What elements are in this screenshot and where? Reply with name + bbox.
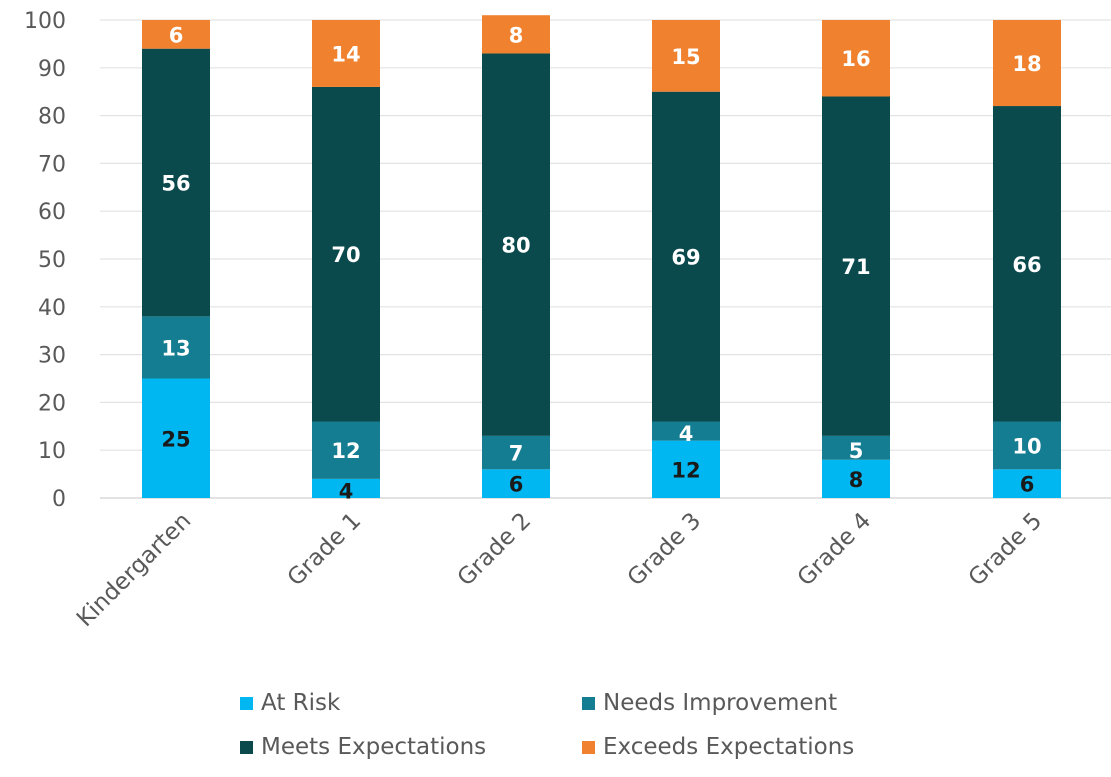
data-label: 25 [161, 427, 190, 451]
data-label: 8 [509, 23, 524, 47]
legend-item-meets-expectations: Meets Expectations [240, 734, 486, 760]
data-label: 80 [501, 234, 530, 258]
y-tick-label: 50 [38, 248, 66, 273]
data-label: 18 [1012, 52, 1041, 76]
data-label: 71 [841, 255, 870, 279]
bar-segment [822, 435, 890, 460]
legend-item-at-risk: At Risk [240, 690, 340, 716]
data-label: 66 [1012, 253, 1041, 277]
bar-segment [993, 421, 1061, 470]
y-tick-label: 90 [38, 57, 66, 82]
data-label: 56 [161, 172, 190, 196]
x-category-label: Grade 4 [793, 508, 876, 591]
x-axis-categories: Kindergarten Grade 1 Grade 2 Grade 3 Grade 4… [72, 508, 1047, 632]
gridlines [100, 19, 1111, 499]
x-category-label: Grade 3 [623, 508, 706, 591]
bar-segment [142, 378, 210, 498]
bar-segment [482, 469, 550, 498]
bar-segment [993, 469, 1061, 498]
y-tick-label: 40 [38, 296, 66, 321]
bar-segment [142, 20, 210, 49]
legend-swatch-at-risk [240, 696, 253, 710]
bar-segment [482, 15, 550, 54]
x-category-label: Grade 1 [283, 508, 366, 591]
bar-segment [312, 86, 380, 422]
bar-segment [482, 53, 550, 436]
y-tick-label: 30 [38, 344, 66, 369]
legend-label: Meets Expectations [261, 734, 487, 760]
data-label: 16 [841, 47, 870, 71]
bar-segment [142, 316, 210, 379]
data-label: 70 [331, 243, 360, 267]
bars [142, 15, 1061, 498]
bar-segment [652, 421, 720, 441]
data-label: 69 [671, 246, 700, 270]
data-label: 15 [671, 45, 700, 69]
x-category-label: Grade 5 [964, 508, 1047, 591]
bar-segment [993, 20, 1061, 107]
data-label: 8 [849, 468, 864, 492]
bar-segment [822, 96, 890, 436]
y-tick-label: 60 [38, 200, 66, 225]
data-label: 5 [849, 439, 864, 463]
legend-label: At Risk [261, 690, 341, 716]
bar-segment [993, 106, 1061, 422]
data-label: 10 [1012, 434, 1041, 458]
y-tick-label: 0 [52, 487, 66, 512]
data-label: 7 [509, 442, 524, 466]
data-label: 6 [1020, 473, 1035, 497]
x-category-label: Kindergarten [72, 508, 196, 632]
bar-segment [822, 20, 890, 97]
y-tick-label: 20 [38, 391, 66, 416]
legend-item-needs-improvement: Needs Improvement [582, 690, 837, 716]
y-tick-label: 100 [24, 9, 66, 34]
legend-swatch-meets-expectations [240, 740, 253, 754]
bar-segment [142, 48, 210, 317]
data-label: 12 [331, 439, 360, 463]
bar-segment [482, 435, 550, 470]
data-labels: 25 13 56 6 4 12 70 14 6 7 80 8 12 4 69 15 8 5 71 16 6 10 66 18 [161, 23, 1041, 503]
y-tick-label: 10 [38, 439, 66, 464]
y-tick-label: 70 [38, 152, 66, 177]
data-label: 12 [671, 458, 700, 482]
x-category-label: Grade 2 [453, 508, 536, 591]
data-label: 13 [161, 336, 190, 360]
data-label: 6 [169, 23, 184, 47]
bar-segment [312, 20, 380, 87]
data-label: 14 [331, 42, 360, 66]
y-tick-label: 80 [38, 105, 66, 130]
bar-segment [312, 478, 380, 498]
bar-segment [822, 459, 890, 498]
data-label: 4 [679, 422, 694, 446]
legend-item-exceeds-expectations: Exceeds Expectations [582, 734, 854, 760]
legend-label: Exceeds Expectations [603, 734, 855, 760]
legend-swatch-needs-improvement [582, 696, 595, 710]
bar-segment [652, 91, 720, 422]
bar-segment [652, 20, 720, 92]
legend-label: Needs Improvement [603, 690, 838, 716]
bar-segment [652, 440, 720, 498]
bar-segment [312, 421, 380, 479]
legend-swatch-exceeds-expectations [582, 740, 595, 754]
data-label: 4 [339, 479, 354, 503]
y-axis-ticks: 0 10 20 30 40 50 60 70 80 90 100 [24, 9, 66, 512]
data-label: 6 [509, 473, 524, 497]
